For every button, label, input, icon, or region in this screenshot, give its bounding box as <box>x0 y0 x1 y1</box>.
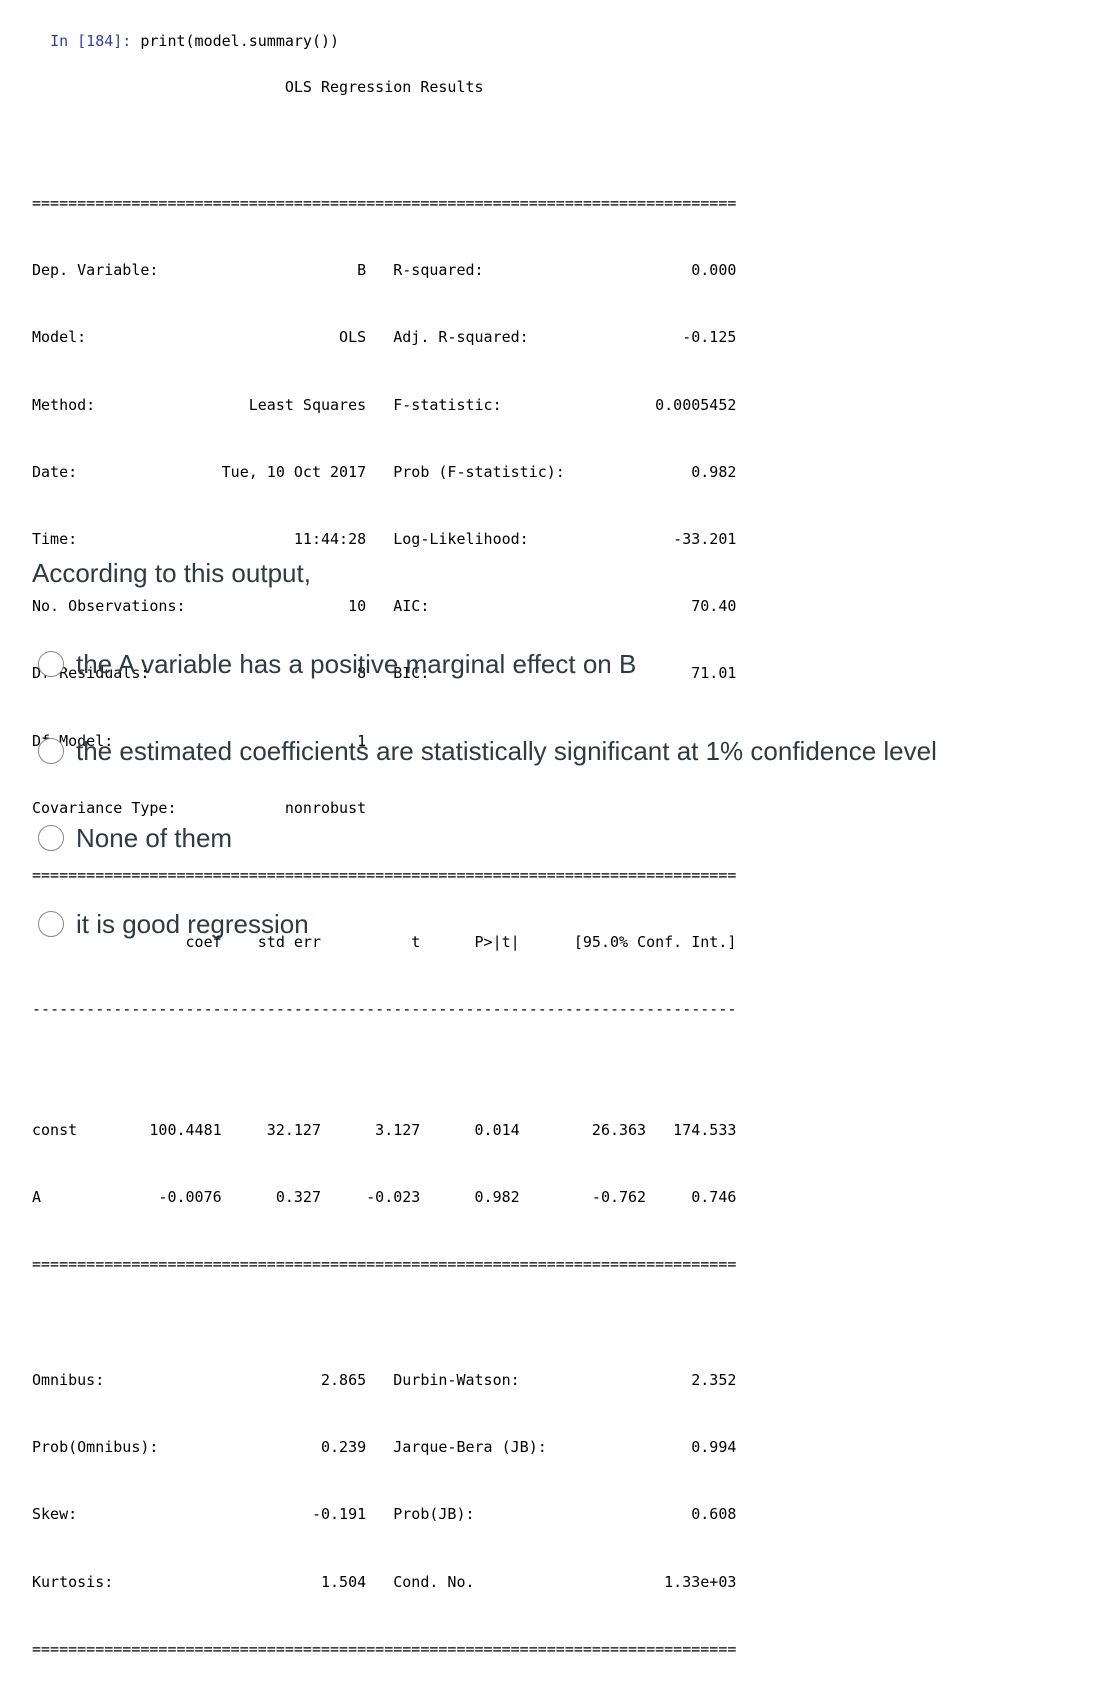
question-prompt: According to this output, <box>32 558 311 588</box>
summary-line: Kurtosis: 1.504 Cond. No. 1.33e+03 <box>32 1572 737 1591</box>
answer-option-label: the A variable has a positive marginal e… <box>76 648 637 679</box>
summary-line: No. Observations: 10 AIC: 70.40 <box>32 597 737 616</box>
summary-line: Date: Tue, 10 Oct 2017 Prob (F-statistic… <box>32 462 737 481</box>
answer-option-3[interactable]: None of them <box>38 818 232 858</box>
summary-line: Dep. Variable: B R-squared: 0.000 <box>32 261 737 280</box>
summary-line: Method: Least Squares F-statistic: 0.000… <box>32 395 737 414</box>
summary-line: ========================================… <box>32 1639 737 1658</box>
summary-line: Df Residuals: 8 BIC: 71.01 <box>32 664 737 683</box>
summary-line: coef std err t P>|t| [95.0% Conf. Int.] <box>32 933 737 952</box>
summary-line: Skew: -0.191 Prob(JB): 0.608 <box>32 1505 737 1524</box>
answer-option-label: it is good regression <box>76 908 309 939</box>
radio-button[interactable] <box>38 651 64 677</box>
summary-line: Model: OLS Adj. R-squared: -0.125 <box>32 328 737 347</box>
answer-option-4[interactable]: it is good regression <box>38 904 309 944</box>
answer-option-label: the estimated coefficients are statistic… <box>76 735 937 766</box>
summary-line: ========================================… <box>32 866 737 885</box>
summary-line: Time: 11:44:28 Log-Likelihood: -33.201 <box>32 529 737 548</box>
summary-line: Omnibus: 2.865 Durbin-Watson: 2.352 <box>32 1370 737 1389</box>
summary-line: const 100.4481 32.127 3.127 0.014 26.363… <box>32 1120 737 1139</box>
summary-line: ========================================… <box>32 1254 737 1273</box>
summary-line: Covariance Type: nonrobust <box>32 798 367 817</box>
summary-line: ========================================… <box>32 193 737 212</box>
cell-code: print(model.summary()) <box>131 32 340 50</box>
answer-option-1[interactable]: the A variable has a positive marginal e… <box>38 644 636 684</box>
answer-option-label: None of them <box>76 822 233 853</box>
radio-button[interactable] <box>38 825 64 851</box>
code-cell-input: In [184]: print(model.summary()) <box>32 8 339 52</box>
radio-button[interactable] <box>38 738 64 764</box>
summary-line: A -0.0076 0.327 -0.023 0.982 -0.762 0.74… <box>32 1187 737 1206</box>
summary-line: Prob(Omnibus): 0.239 Jarque-Bera (JB): 0… <box>32 1438 737 1457</box>
summary-title: OLS Regression Results <box>32 77 484 96</box>
answer-option-2[interactable]: the estimated coefficients are statistic… <box>38 731 937 771</box>
summary-line: ----------------------------------------… <box>32 1000 737 1019</box>
radio-button[interactable] <box>38 911 64 937</box>
cell-prompt: In [184]: <box>50 32 132 50</box>
